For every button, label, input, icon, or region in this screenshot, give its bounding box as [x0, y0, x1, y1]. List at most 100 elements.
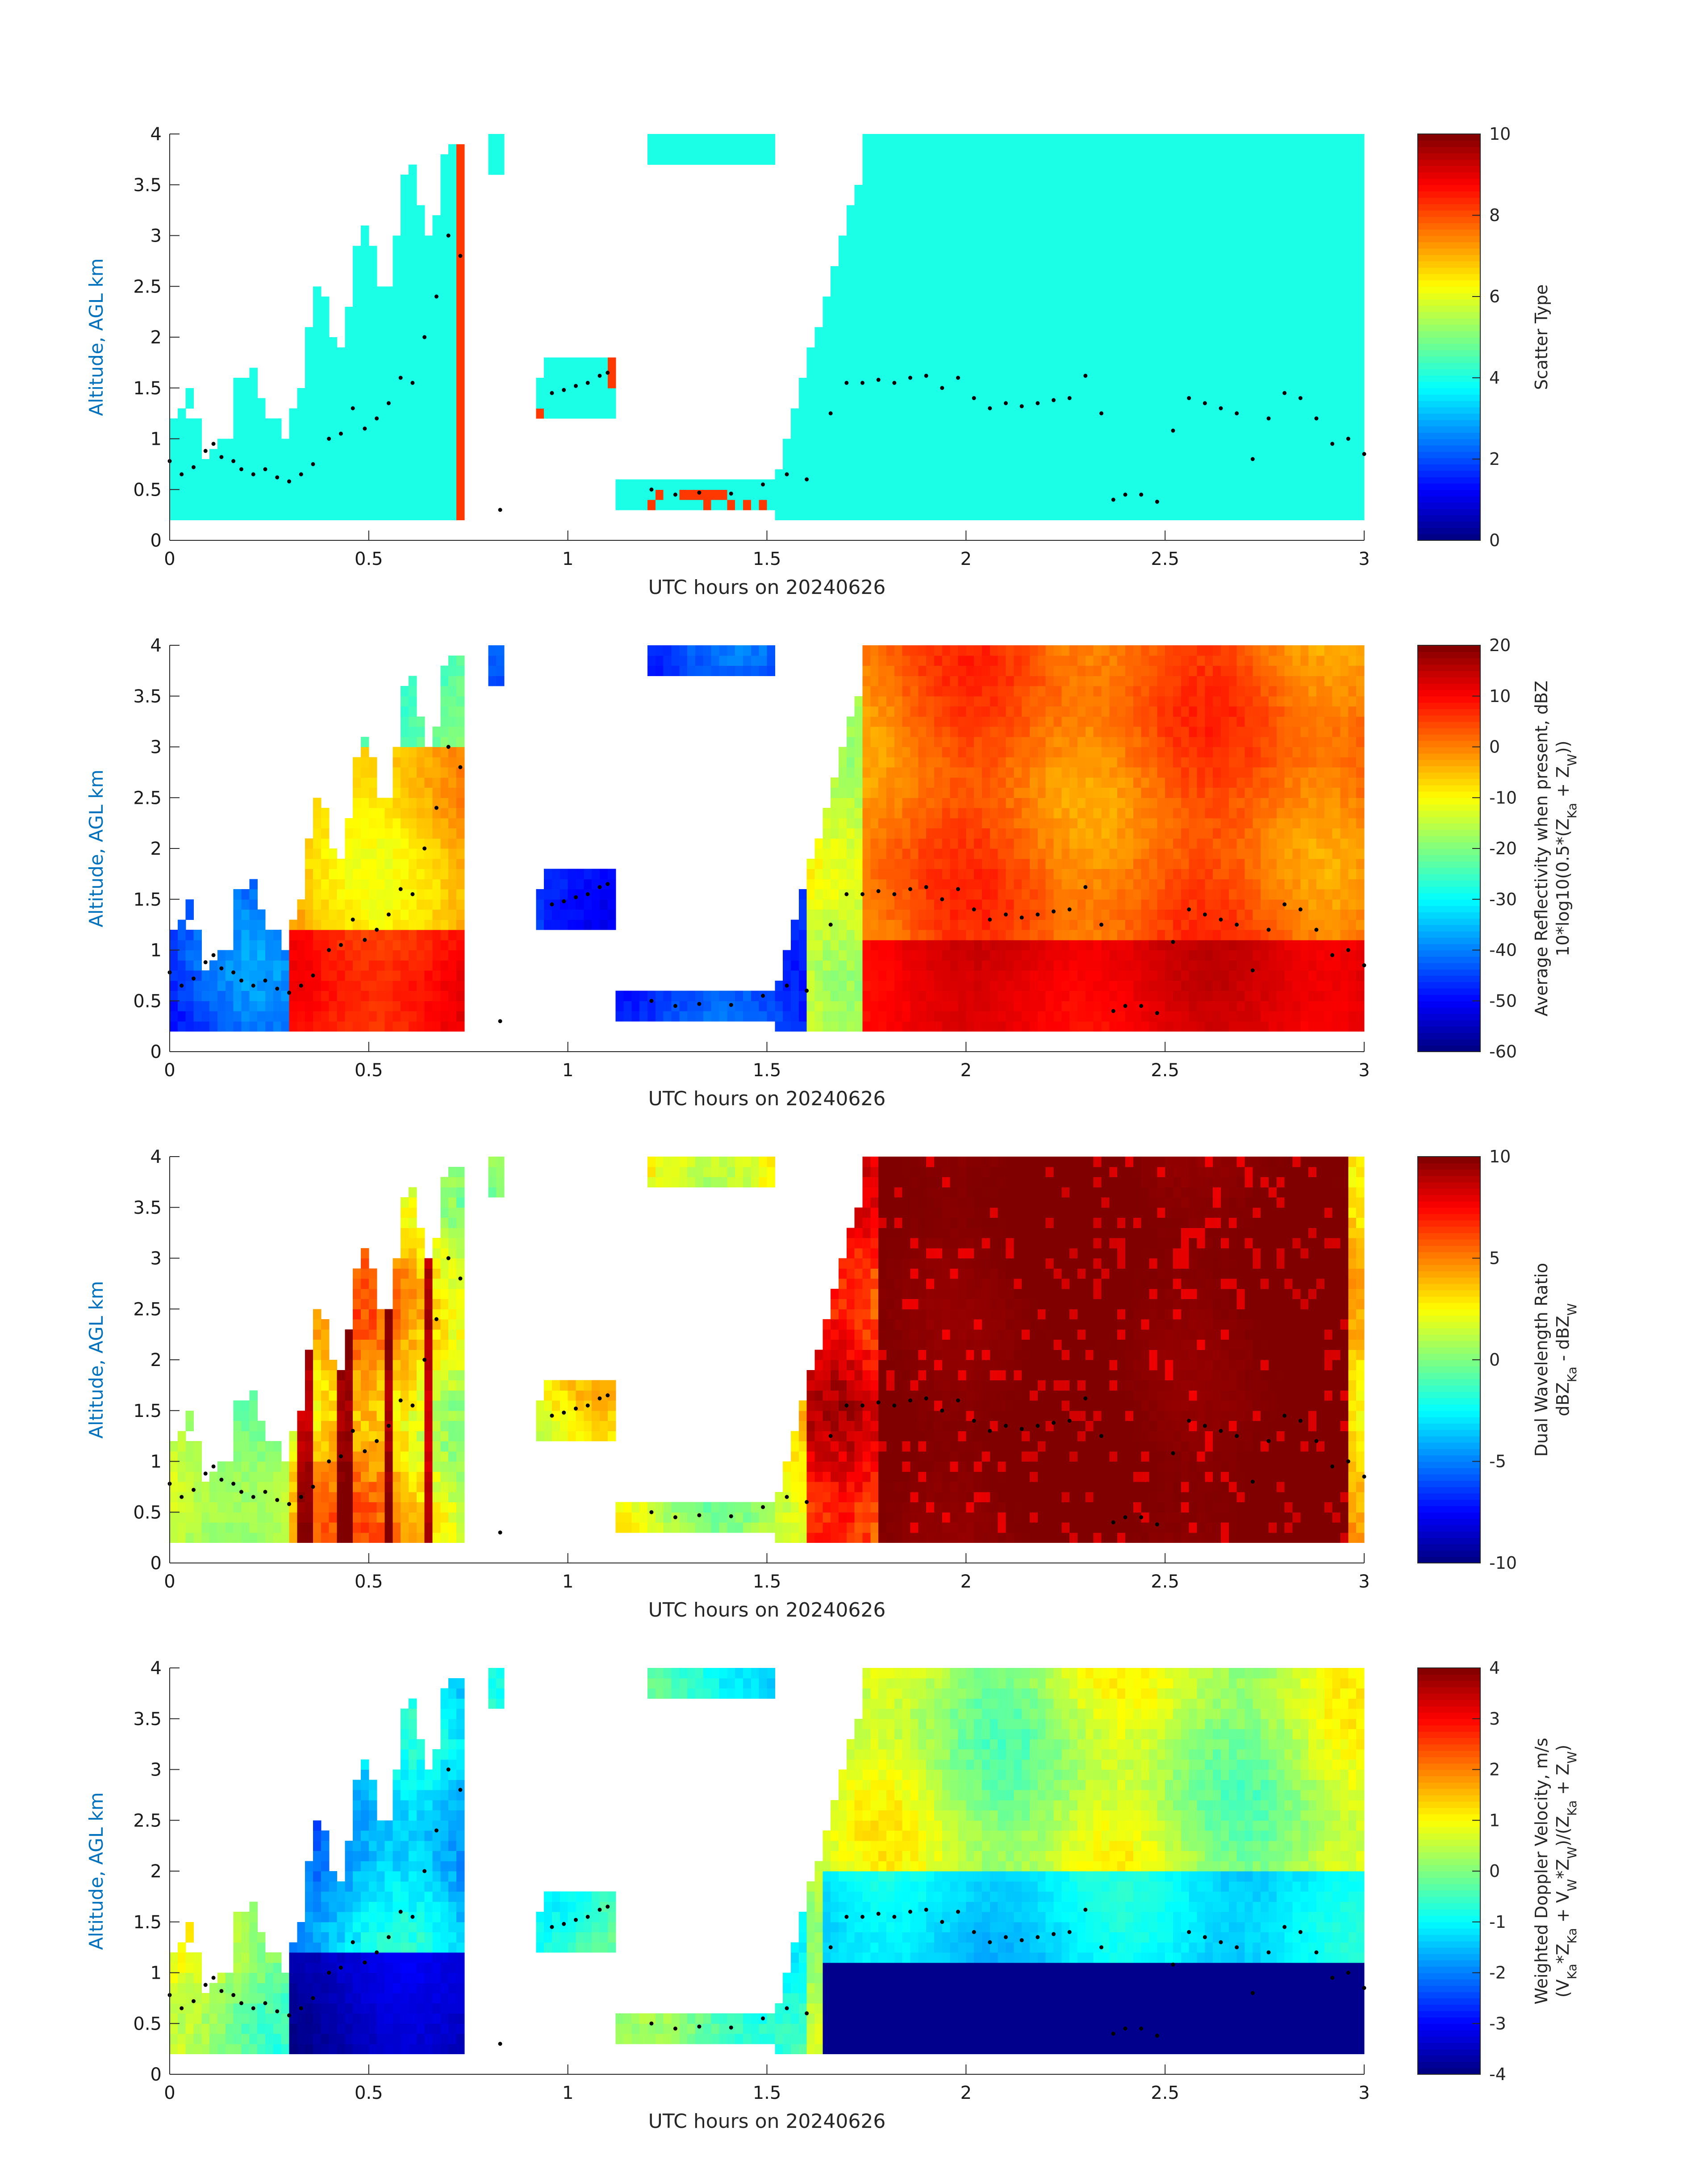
heatmap-cell	[791, 449, 799, 460]
heatmap-cell	[1253, 357, 1261, 368]
heatmap-cell	[265, 459, 274, 470]
heatmap-cell	[384, 510, 393, 521]
heatmap-cell	[257, 449, 266, 460]
heatmap-cell	[1316, 256, 1325, 267]
heatmap-cell	[1133, 327, 1142, 338]
heatmap-cell	[870, 970, 879, 981]
heatmap-cell	[839, 808, 847, 819]
heatmap-cell	[409, 286, 417, 297]
heatmap-cell	[1181, 297, 1190, 307]
heatmap-cell	[1236, 317, 1245, 327]
heatmap-cell	[886, 676, 895, 686]
heatmap-cell	[839, 408, 847, 419]
heatmap-cell	[1165, 500, 1173, 510]
heatmap-cell	[1197, 327, 1205, 338]
heatmap-cell	[1173, 418, 1182, 429]
heatmap-cell	[687, 500, 696, 510]
heatmap-cell	[1173, 500, 1182, 510]
heatmap-cell	[950, 459, 959, 470]
heatmap-cell	[1077, 510, 1086, 521]
heatmap-cell	[432, 469, 441, 480]
heatmap-cell	[1157, 388, 1165, 399]
heatmap-cell	[1253, 398, 1261, 409]
heatmap-cell	[1269, 134, 1277, 145]
heatmap-cell	[1308, 479, 1317, 490]
heatmap-cell	[791, 930, 799, 940]
heatmap-cell	[862, 645, 871, 656]
heatmap-cell	[1061, 276, 1070, 287]
heatmap-cell	[846, 510, 855, 521]
heatmap-cell	[552, 899, 560, 910]
heatmap-cell	[854, 889, 863, 900]
heatmap-cell	[974, 459, 982, 470]
heatmap-cell	[1061, 479, 1070, 490]
heatmap-cell	[440, 899, 449, 910]
heatmap-cell	[1101, 459, 1110, 470]
heatmap-cell	[1117, 439, 1126, 449]
heatmap-cell	[862, 858, 871, 869]
heatmap-cell	[1141, 134, 1150, 145]
heatmap-cell	[1276, 459, 1285, 470]
heatmap-cell	[902, 306, 911, 318]
heatmap-cell	[1077, 134, 1086, 145]
heatmap-cell	[1053, 235, 1062, 246]
heatmap-cell	[1340, 205, 1349, 216]
heatmap-cell	[456, 767, 465, 778]
heatmap-cell	[1101, 205, 1110, 216]
heatmap-cell	[376, 858, 385, 869]
heatmap-cell	[862, 736, 871, 748]
heatmap-cell	[448, 357, 457, 368]
heatmap-cell	[401, 909, 409, 920]
cloud-base-point	[1052, 398, 1056, 402]
heatmap-cell	[1261, 205, 1269, 216]
heatmap-cell	[1324, 235, 1333, 246]
heatmap-cell	[233, 428, 242, 439]
heatmap-cell	[1030, 134, 1038, 145]
heatmap-cell	[1069, 418, 1078, 429]
heatmap-cell	[409, 337, 417, 348]
heatmap-cell	[878, 134, 887, 145]
heatmap-cell	[998, 439, 1006, 449]
heatmap-cell	[878, 838, 887, 849]
heatmap-cell	[846, 919, 855, 930]
heatmap-cell	[886, 256, 895, 267]
heatmap-cell	[1292, 164, 1301, 175]
heatmap-cell	[1173, 439, 1182, 449]
y-tick-label: 1.5	[133, 378, 162, 399]
heatmap-cell	[990, 144, 998, 155]
heatmap-cell	[393, 930, 401, 940]
heatmap-cell	[1149, 510, 1157, 521]
heatmap-cell	[1340, 215, 1349, 226]
heatmap-cell	[353, 297, 361, 307]
heatmap-cell	[870, 798, 879, 808]
heatmap-cell	[950, 378, 959, 389]
heatmap-cell	[456, 479, 465, 490]
heatmap-cell	[1292, 388, 1301, 399]
heatmap-cell	[1340, 489, 1349, 500]
heatmap-cell	[1324, 317, 1333, 327]
heatmap-cell	[679, 655, 688, 666]
heatmap-cell	[1213, 297, 1221, 307]
heatmap-cell	[966, 357, 974, 368]
heatmap-cell	[416, 869, 425, 879]
heatmap-cell	[1348, 459, 1357, 470]
heatmap-cell	[600, 357, 608, 368]
cloud-base-point	[988, 406, 992, 410]
heatmap-cell	[448, 757, 457, 768]
heatmap-cell	[1221, 195, 1229, 205]
colorbar-swatch	[1418, 445, 1480, 452]
heatmap-cell	[1228, 134, 1237, 145]
heatmap-cell	[1284, 175, 1293, 185]
heatmap-cell	[679, 645, 688, 656]
heatmap-cell	[823, 818, 831, 829]
heatmap-cell	[393, 909, 401, 920]
heatmap-cell	[313, 889, 322, 900]
heatmap-cell	[424, 337, 433, 348]
heatmap-cell	[886, 848, 895, 859]
heatmap-cell	[814, 889, 823, 900]
heatmap-cell	[416, 747, 425, 757]
colorbar-swatch	[1418, 330, 1480, 338]
heatmap-cell	[839, 1021, 847, 1032]
heatmap-cell	[416, 225, 425, 236]
heatmap-cell	[273, 439, 282, 449]
